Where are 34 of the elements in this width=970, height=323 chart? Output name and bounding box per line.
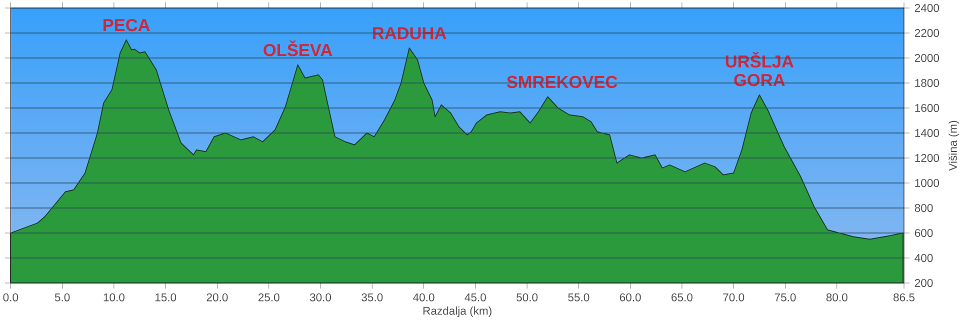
y-tick-label: 1600 [915, 104, 940, 112]
y-tick-label: 800 [914, 204, 933, 212]
y-tick-label: 2000 [914, 54, 940, 62]
x-tick-label: 75.0 [774, 293, 796, 302]
y-tick-label: 200 [914, 279, 933, 287]
x-tick-label: 80.0 [826, 293, 848, 302]
y-tick-label: 1200 [915, 154, 940, 162]
x-tick-label: 40.0 [413, 293, 434, 302]
x-tick-label: 50.0 [516, 293, 538, 302]
y-tick-label: 2400 [914, 4, 940, 12]
x-tick-label: 45.0 [464, 293, 486, 302]
y-tick-label: 1800 [915, 79, 940, 87]
x-tick-label: 10.0 [104, 293, 124, 302]
x-tick-label: 70.0 [723, 293, 744, 302]
x-tick-label: 35.0 [362, 293, 383, 302]
annotation: OLŠEVA [264, 40, 332, 56]
y-tick-label: 1400 [915, 129, 940, 137]
x-tick-label: 86.5 [894, 293, 915, 302]
y-tick-label: 400 [914, 254, 933, 262]
x-tick-label: 60.0 [620, 293, 641, 302]
y-axis-title: Višina (m) [948, 120, 960, 171]
x-tick-label: 65.0 [672, 293, 692, 302]
x-tick-label: 15.0 [155, 293, 176, 302]
y-tick-label: 1000 [915, 179, 940, 187]
x-tick-label: 20.0 [206, 293, 228, 302]
x-tick-label: 25.0 [258, 293, 280, 302]
x-axis-title: Razdalja (km) [423, 306, 492, 318]
y-tick-label: 2200 [914, 29, 940, 37]
x-tick-label: 0.0 [3, 293, 18, 302]
x-tick-label: 5.0 [54, 293, 70, 302]
y-tick-label: 600 [914, 229, 933, 237]
x-tick-label: 55.0 [568, 293, 590, 302]
annotation: PECA [103, 18, 150, 32]
x-tick-label: 30.0 [310, 293, 332, 302]
